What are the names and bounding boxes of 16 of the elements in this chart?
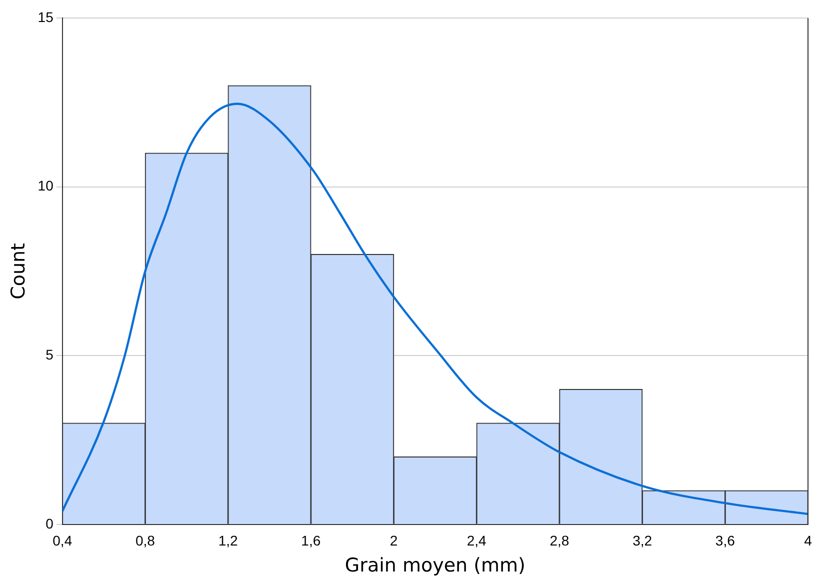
x-tick-label: 2 <box>390 532 398 549</box>
y-tick-label: 5 <box>46 346 54 362</box>
x-tick-label: 0,4 <box>52 532 72 549</box>
x-tick-label: 4 <box>804 532 812 549</box>
x-tick-label: 3,2 <box>632 532 652 549</box>
y-tick-label: 15 <box>38 8 54 25</box>
y-tick-label: 0 <box>46 515 54 532</box>
x-axis-title: Grain moyen (mm) <box>344 554 526 577</box>
x-tick-label: 2,4 <box>466 532 487 549</box>
x-tick-label: 2,8 <box>550 532 570 549</box>
y-axis-title: Count <box>7 242 30 300</box>
x-tick-label: 1,2 <box>218 532 238 549</box>
x-tick-label: 1,6 <box>301 532 321 549</box>
y-tick-label: 10 <box>38 178 54 194</box>
x-tick-label: 3,6 <box>715 532 736 549</box>
x-tick-label: 0,8 <box>135 532 156 549</box>
